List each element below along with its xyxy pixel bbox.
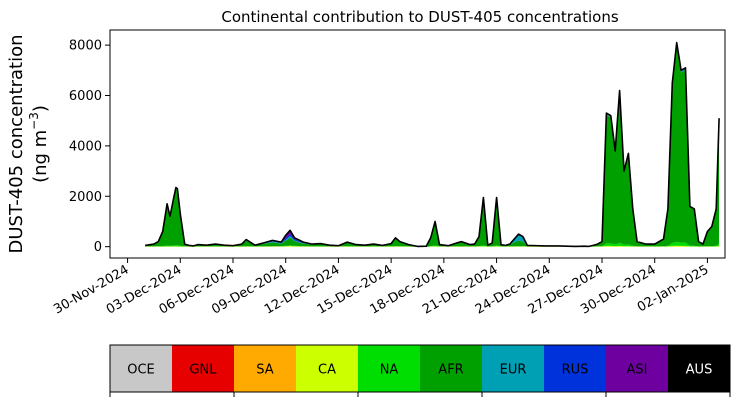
y-axis-label-line1: DUST-405 concentration: [6, 34, 27, 253]
x-axis: 30-Nov-202403-Dec-202406-Dec-202409-Dec-…: [51, 258, 711, 318]
area-series-group: [145, 42, 720, 247]
legend-swatch-gnl: [172, 345, 235, 392]
legend-swatch-aus: [668, 345, 731, 392]
legend-label-ca: CA: [318, 363, 336, 378]
y-axis-unit-close: ): [30, 105, 51, 112]
y-tick-label: 8000: [69, 39, 102, 54]
legend-colorbar: OCE GNL SA CA NA AFR EUR RUS ASI AUS: [109, 344, 731, 397]
legend-label-rus: RUS: [562, 363, 589, 378]
legend-swatch-asi: [606, 345, 669, 392]
y-axis-label-line2: (ng m−3): [27, 105, 51, 183]
legend-label-oce: OCE: [127, 363, 155, 378]
chart-title: Continental contribution to DUST-405 con…: [221, 8, 618, 26]
legend-swatch-sa: [234, 345, 297, 392]
plot-frame: [109, 29, 726, 259]
y-axis-unit-base: (ng m: [30, 130, 51, 183]
y-tick-label: 6000: [69, 89, 102, 104]
y-axis: 0 2000 4000 6000 8000: [69, 39, 110, 255]
legend-label-afr: AFR: [438, 363, 463, 378]
y-axis-unit-sup: −3: [27, 112, 41, 130]
total-line-group: [144, 41, 720, 248]
area-series-na: [145, 241, 720, 247]
legend-label-asi: ASI: [627, 363, 648, 378]
total-concentration-line: [144, 41, 720, 248]
legend-swatch-oce: [110, 345, 173, 392]
legend-swatch-afr: [420, 345, 483, 392]
legend-label-sa: SA: [256, 363, 273, 378]
y-tick-label: 0: [94, 240, 102, 255]
legend-label-aus: AUS: [686, 363, 713, 378]
y-tick-label: 4000: [69, 139, 102, 154]
legend-label-na: NA: [380, 363, 399, 378]
y-axis-label: DUST-405 concentration (ng m−3): [6, 34, 51, 253]
legend-swatch-ca: [296, 345, 359, 392]
area-series-ca: [145, 245, 720, 247]
legend-frame: [109, 344, 731, 393]
y-tick-label: 2000: [69, 190, 102, 205]
legend-swatch-eur: [482, 345, 545, 392]
legend-label-gnl: GNL: [189, 363, 217, 378]
legend-swatch-na: [358, 345, 421, 392]
legend-swatch-rus: [544, 345, 607, 392]
legend-label-eur: EUR: [500, 363, 527, 378]
